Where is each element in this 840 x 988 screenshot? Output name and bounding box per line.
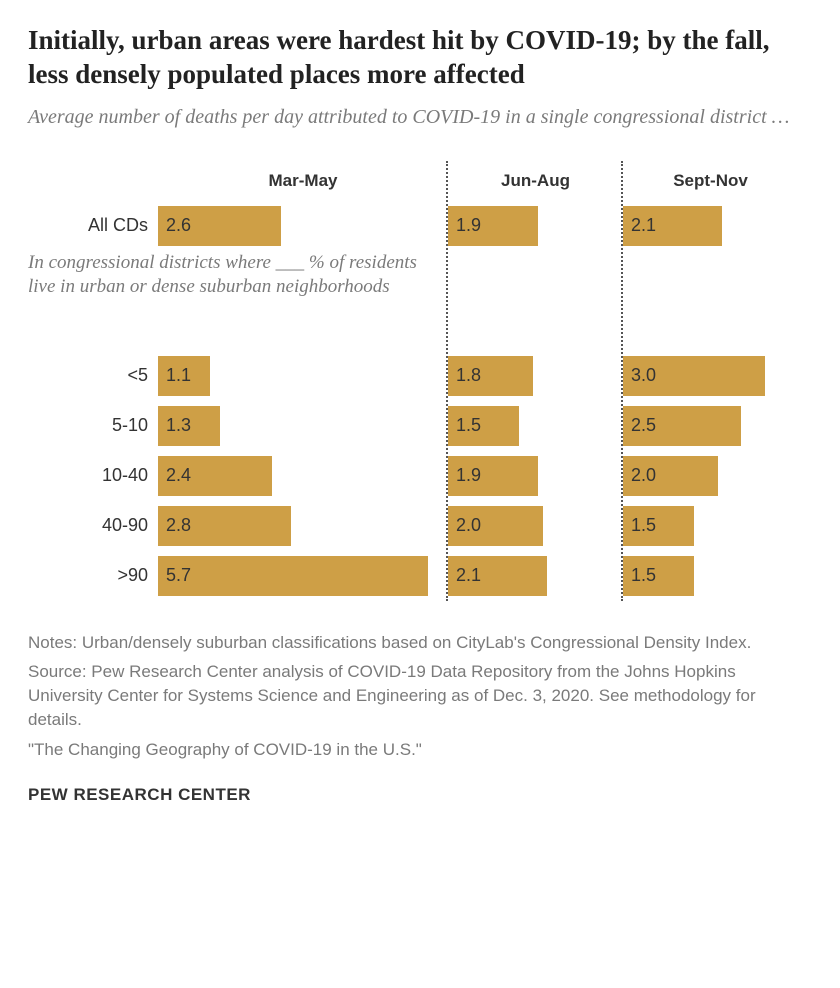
bar-r4-c2: 2.1 — [448, 556, 547, 596]
notes-line-2: Source: Pew Research Center analysis of … — [28, 660, 812, 731]
footer-attribution: PEW RESEARCH CENTER — [28, 785, 812, 805]
bar-r1-c1: 1.3 — [158, 406, 220, 446]
bar-r2-c1: 2.4 — [158, 456, 272, 496]
col-header-3: Sept-Nov — [623, 161, 798, 201]
row-label-3: 40-90 — [28, 501, 158, 551]
bar-column-2: Jun-Aug 1.9 1.8 1.5 1.9 2.0 2.1 — [448, 161, 623, 601]
bar-r2-c2: 1.9 — [448, 456, 538, 496]
row-label-1: 5-10 — [28, 401, 158, 451]
bar-r1-c3: 2.5 — [623, 406, 741, 446]
notes-line-1: Notes: Urban/densely suburban classifica… — [28, 631, 812, 655]
row-label-2: 10-40 — [28, 451, 158, 501]
bar-all-c2: 1.9 — [448, 206, 538, 246]
bar-r3-c1: 2.8 — [158, 506, 291, 546]
bar-r3-c3: 1.5 — [623, 506, 694, 546]
bar-r0-c1: 1.1 — [158, 356, 210, 396]
bar-r3-c2: 2.0 — [448, 506, 543, 546]
bar-r4-c3: 1.5 — [623, 556, 694, 596]
subheading-row-c1: In congressional districts where ___ % o… — [158, 251, 448, 351]
notes-line-3: "The Changing Geography of COVID-19 in t… — [28, 738, 812, 762]
bar-column-1: Mar-May 2.6 In congressional districts w… — [158, 161, 448, 601]
row-label-all: All CDs — [28, 201, 158, 251]
chart-area: All CDs <5 5-10 10-40 40-90 >90 Mar-May … — [28, 161, 812, 601]
label-column: All CDs <5 5-10 10-40 40-90 >90 — [28, 161, 158, 601]
bar-all-c1: 2.6 — [158, 206, 281, 246]
chart-subtitle: Average number of deaths per day attribu… — [28, 104, 812, 131]
subheading-text: In congressional districts where ___ % o… — [28, 251, 418, 300]
row-label-4: >90 — [28, 551, 158, 601]
row-label-0: <5 — [28, 351, 158, 401]
col-header-1: Mar-May — [158, 161, 448, 201]
col-header-2: Jun-Aug — [448, 161, 623, 201]
bar-r2-c3: 2.0 — [623, 456, 718, 496]
bar-column-3: Sept-Nov 2.1 3.0 2.5 2.0 1.5 1.5 — [623, 161, 798, 601]
bar-r4-c1: 5.7 — [158, 556, 428, 596]
label-header-spacer — [28, 161, 158, 201]
bar-r1-c2: 1.5 — [448, 406, 519, 446]
chart-title: Initially, urban areas were hardest hit … — [28, 24, 812, 92]
bar-r0-c2: 1.8 — [448, 356, 533, 396]
bar-r0-c3: 3.0 — [623, 356, 765, 396]
bar-all-c3: 2.1 — [623, 206, 722, 246]
